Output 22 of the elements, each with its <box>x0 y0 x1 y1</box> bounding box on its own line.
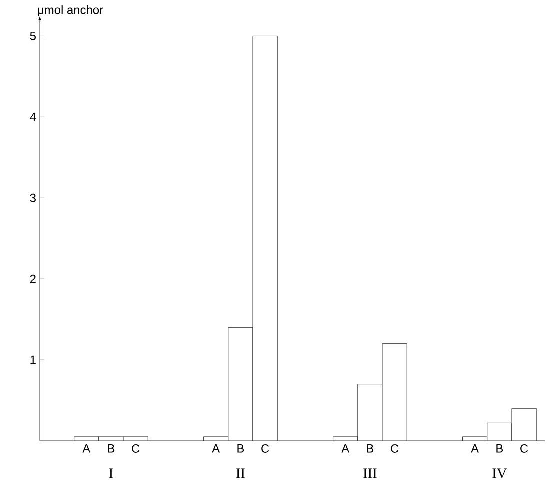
text: B <box>238 444 244 453</box>
text: C <box>520 444 528 453</box>
series-label: A <box>82 444 91 453</box>
x-tick-label: IV <box>492 468 508 478</box>
x-tick-label: I <box>109 468 114 478</box>
x-tick-label: III <box>364 468 377 478</box>
y-tick-label: 1 <box>30 356 36 364</box>
text: B <box>496 444 504 453</box>
series-label: B <box>108 444 115 453</box>
y-axis-title: μmol anchor <box>38 6 104 16</box>
text: C <box>391 444 399 453</box>
x-tick-label: II <box>236 468 245 478</box>
y-tick-label: 3 <box>30 194 36 202</box>
text: C <box>262 444 270 453</box>
series-label: C <box>132 444 140 453</box>
text: A <box>471 444 480 453</box>
y-tick-label: 2 <box>30 274 36 284</box>
text: A <box>212 444 220 453</box>
y-tick-label: 5 <box>30 32 36 40</box>
text: B <box>367 444 374 453</box>
y-tick-label: 4 <box>30 113 36 122</box>
text: A <box>342 444 350 453</box>
